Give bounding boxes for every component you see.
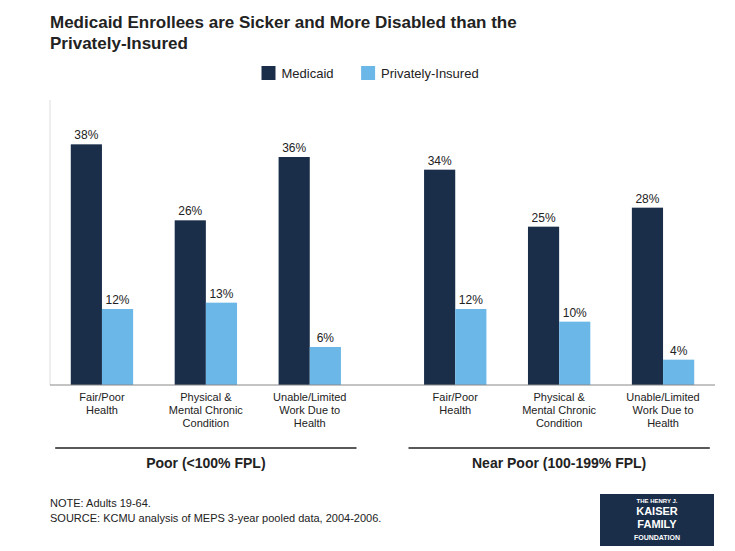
bar [424, 170, 455, 385]
group-label: Poor (<100% FPL) [146, 455, 265, 471]
bars [71, 144, 694, 385]
x-axis-line [50, 385, 715, 386]
category-label: Unable/LimitedWork Due toHealth [626, 391, 699, 429]
group-line [408, 447, 709, 449]
data-label: 26% [178, 204, 202, 218]
bar [663, 360, 694, 385]
data-labels: 38% 26% 36% 34% 25% 28% 12% 13% 6% 12% 10% 4% [74, 128, 687, 357]
data-label: 10% [563, 306, 587, 320]
y-axis-line [50, 100, 51, 385]
logo-text: THE HENRY J. [636, 498, 677, 504]
logo-text: FAMILY [637, 518, 677, 530]
category-label: Physical &Mental ChronicCondition [522, 391, 596, 429]
category-label-line: Health [439, 404, 471, 416]
category-label-line: Health [86, 404, 118, 416]
category-label-line: Health [294, 417, 326, 429]
logo-text: FOUNDATION [634, 534, 680, 541]
bar [206, 303, 237, 385]
data-label: 38% [74, 128, 98, 142]
category-label-line: Health [647, 417, 679, 429]
logo-box [600, 494, 714, 546]
title-line: Privately-Insured [50, 34, 188, 53]
data-label: 13% [209, 287, 233, 301]
bar [71, 144, 102, 385]
data-label: 34% [428, 154, 452, 168]
note: NOTE: Adults 19-64. [50, 497, 151, 509]
data-label: 12% [459, 293, 483, 307]
category-label-line: Unable/Limited [626, 391, 699, 403]
legend-label: Medicaid [282, 66, 334, 81]
category-label-line: Condition [183, 417, 229, 429]
category-label-line: Fair/Poor [433, 391, 479, 403]
data-label: 25% [532, 211, 556, 225]
category-label-line: Fair/Poor [79, 391, 125, 403]
legend: Medicaid Privately-Insured [262, 66, 479, 81]
category-label-line: Condition [536, 417, 582, 429]
bar [310, 347, 341, 385]
group-label: Near Poor (100-199% FPL) [472, 455, 646, 471]
data-label: 28% [635, 192, 659, 206]
data-label: 12% [106, 293, 130, 307]
bar [559, 322, 590, 385]
category-label-line: Physical & [180, 391, 232, 403]
category-label-line: Mental Chronic [169, 404, 243, 416]
data-label: 36% [282, 141, 306, 155]
chart: Medicaid Enrollees are Sicker and More D… [0, 0, 735, 551]
category-label-line: Work Due to [633, 404, 694, 416]
category-label: Unable/LimitedWork Due toHealth [273, 391, 346, 429]
bar [528, 227, 559, 385]
logo: THE HENRY J.KAISERFAMILY FOUNDATION [600, 494, 714, 546]
legend-swatch [361, 66, 375, 80]
category-label-line: Work Due to [279, 404, 340, 416]
category-label: Fair/PoorHealth [433, 391, 479, 416]
bar [102, 309, 133, 385]
note: SOURCE: KCMU analysis of MEPS 3-year poo… [50, 512, 381, 524]
bar [279, 157, 310, 385]
legend-swatch [262, 66, 276, 80]
bar [175, 220, 206, 385]
title-line: Medicaid Enrollees are Sicker and More D… [50, 13, 517, 32]
bar [455, 309, 486, 385]
category-label: Fair/PoorHealth [79, 391, 125, 416]
title: Medicaid Enrollees are Sicker and More D… [50, 13, 517, 53]
category-label-line: Mental Chronic [522, 404, 596, 416]
logo-text: KAISER [636, 505, 678, 517]
category-label-line: Unable/Limited [273, 391, 346, 403]
data-label: 6% [317, 331, 335, 345]
legend-label: Privately-Insured [381, 66, 479, 81]
category-label-line: Physical & [533, 391, 585, 403]
bar [632, 208, 663, 385]
data-label: 4% [670, 344, 688, 358]
group-line [55, 447, 356, 449]
category-label: Physical &Mental ChronicCondition [169, 391, 243, 429]
